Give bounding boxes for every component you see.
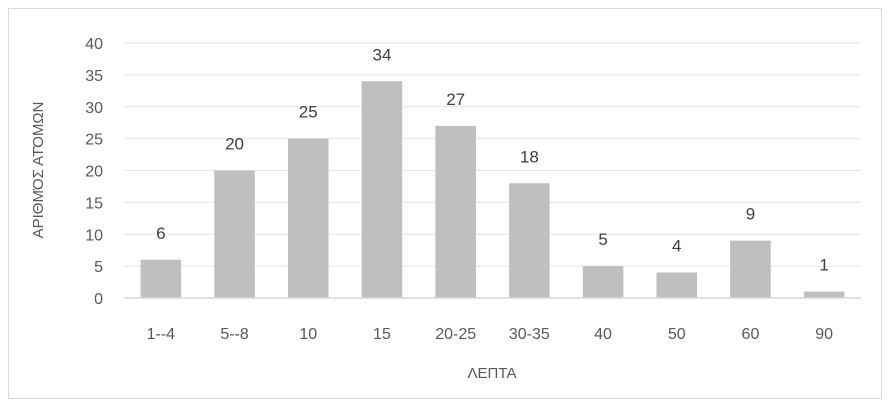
y-tick-label: 20	[85, 164, 103, 181]
bars	[140, 81, 845, 298]
x-tick-label: 90	[815, 326, 833, 343]
y-axis-ticks: 0 5 10 15 20 25 30 35 40	[85, 36, 103, 308]
bar	[435, 125, 476, 298]
x-axis-title: ΛΕΠΤΑ	[468, 365, 517, 382]
bar	[803, 291, 845, 298]
x-tick-label: 50	[668, 326, 686, 343]
x-tick-label: 60	[742, 326, 760, 343]
y-tick-label: 0	[94, 291, 103, 308]
x-tick-label: 30-35	[509, 326, 550, 343]
y-tick-label: 10	[85, 227, 103, 244]
data-labels: 6 20 25 34 27 18 5 4 9 1	[156, 45, 829, 274]
bar	[656, 272, 698, 298]
bar	[361, 81, 403, 298]
x-tick-label: 40	[594, 326, 612, 343]
y-axis-title: ΑΡΙΘΜΌΣ ΑΤΌΜΩΝ	[30, 102, 47, 239]
data-label: 4	[672, 237, 681, 256]
data-label: 1	[819, 256, 828, 275]
y-tick-label: 25	[85, 132, 103, 149]
data-label: 5	[598, 230, 607, 249]
data-label: 20	[225, 135, 244, 154]
data-label: 25	[299, 103, 318, 122]
bar	[582, 266, 624, 298]
data-label: 9	[746, 205, 755, 224]
x-tick-label: 15	[373, 326, 391, 343]
y-tick-label: 15	[85, 195, 103, 212]
data-label: 6	[156, 224, 165, 243]
y-tick-label: 30	[85, 100, 103, 117]
x-tick-label: 5--8	[220, 326, 249, 343]
bar	[287, 138, 329, 298]
y-tick-label: 40	[85, 36, 103, 53]
x-axis-ticks: 1--4 5--8 10 15 20-25 30-35 40 50 60 90	[147, 326, 834, 343]
data-label: 18	[520, 147, 539, 166]
y-tick-label: 35	[85, 68, 103, 85]
data-label: 27	[446, 90, 465, 109]
bar	[214, 170, 255, 298]
bar	[730, 240, 771, 298]
data-label: 34	[372, 45, 391, 64]
x-tick-label: 20-25	[435, 326, 476, 343]
y-tick-label: 5	[94, 259, 103, 276]
bar	[140, 259, 182, 298]
bar	[509, 183, 550, 298]
x-tick-label: 10	[299, 326, 317, 343]
x-tick-label: 1--4	[147, 326, 176, 343]
